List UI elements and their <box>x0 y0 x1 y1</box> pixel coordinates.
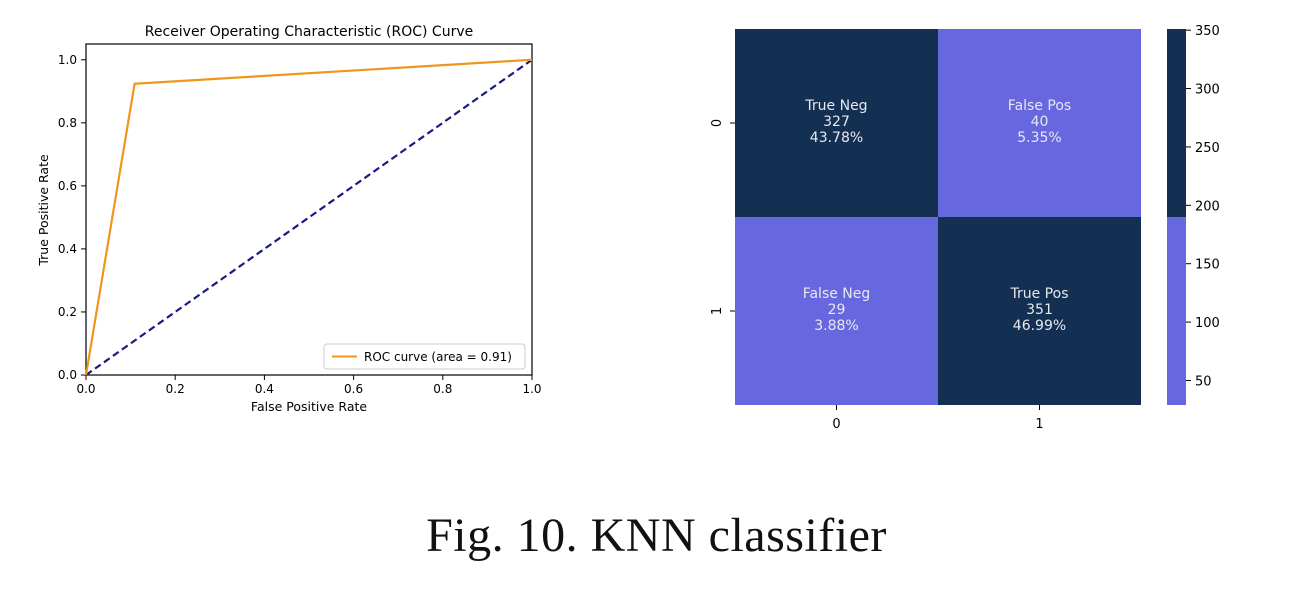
cm-y-axis: 01 <box>710 119 735 315</box>
roc-legend: ROC curve (area = 0.91) <box>323 343 526 370</box>
cm-x-tick-label: 0 <box>832 417 840 432</box>
roc-x-tick-label: 1.0 <box>522 382 541 396</box>
cm-cell-percent: 46.99% <box>1013 318 1066 334</box>
cm-cell <box>938 217 1141 405</box>
roc-y-tick-label: 1.0 <box>58 53 77 67</box>
roc-x-axis: 0.0 0.2 0.4 0.6 0.8 1.0 <box>76 375 542 396</box>
colorbar-tick-label: 50 <box>1195 374 1212 389</box>
colorbar-tick-label: 100 <box>1195 316 1220 331</box>
roc-y-tick-label: 0.0 <box>58 368 77 382</box>
roc-legend-box <box>323 343 526 370</box>
roc-y-tick-label: 0.4 <box>58 242 77 256</box>
roc-x-tick-label: 0.6 <box>344 382 363 396</box>
cm-cell-count: 40 <box>1031 114 1049 130</box>
cm-cell-percent: 43.78% <box>810 130 863 146</box>
cm-y-tick-label: 1 <box>710 307 725 315</box>
cm-cell-label: False Pos <box>1008 98 1071 114</box>
roc-plot-frame <box>85 43 533 376</box>
cm-cell-percent: 3.88% <box>814 318 858 334</box>
cm-cell-label: False Neg <box>803 286 871 302</box>
cm-cell-label: True Pos <box>1010 286 1069 302</box>
colorbar-tick-label: 350 <box>1195 24 1220 39</box>
roc-y-axis-label: True Positive Rate <box>36 154 51 267</box>
cm-cell <box>735 29 938 217</box>
colorbar-tick-label: 250 <box>1195 141 1220 156</box>
roc-chart: Receiver Operating Characteristic (ROC) … <box>36 24 542 414</box>
colorbar-low-segment <box>1167 217 1186 405</box>
roc-x-axis-label: False Positive Rate <box>251 399 367 414</box>
cm-cell-label: True Neg <box>804 98 867 114</box>
chance-diagonal-line <box>85 58 533 376</box>
cm-cell-count: 351 <box>1026 302 1053 318</box>
roc-series <box>84 58 533 376</box>
colorbar-tick-label: 150 <box>1195 258 1220 273</box>
cm-cell-count: 327 <box>823 114 850 130</box>
roc-x-tick-label: 0.4 <box>255 382 274 396</box>
roc-y-axis: 0.0 0.2 0.4 0.6 0.8 1.0 <box>58 53 86 382</box>
cm-cell-percent: 5.35% <box>1017 130 1061 146</box>
cm-y-tick-label: 0 <box>710 119 725 127</box>
roc-curve-line <box>84 58 533 376</box>
cm-cell <box>938 29 1141 217</box>
cm-cell <box>735 217 938 405</box>
colorbar: 50 100 150 200 250 300 350 <box>1167 24 1220 405</box>
roc-legend-label: ROC curve (area = 0.91) <box>364 350 512 364</box>
figure-caption: Fig. 10. KNN classifier <box>426 509 887 562</box>
roc-x-tick-label: 0.2 <box>166 382 185 396</box>
cm-x-tick-label: 1 <box>1035 417 1043 432</box>
cm-cell-count: 29 <box>828 302 846 318</box>
roc-x-tick-label: 0.0 <box>76 382 95 396</box>
roc-y-tick-label: 0.2 <box>58 305 77 319</box>
colorbar-tick-label: 300 <box>1195 83 1220 98</box>
roc-y-tick-label: 0.8 <box>58 116 77 130</box>
roc-y-tick-label: 0.6 <box>58 179 77 193</box>
roc-title: Receiver Operating Characteristic (ROC) … <box>145 24 474 40</box>
figure-canvas: Receiver Operating Characteristic (ROC) … <box>36 24 1220 432</box>
colorbar-tick-label: 200 <box>1195 199 1220 214</box>
roc-x-tick-label: 0.8 <box>433 382 452 396</box>
colorbar-high-segment <box>1167 29 1186 217</box>
